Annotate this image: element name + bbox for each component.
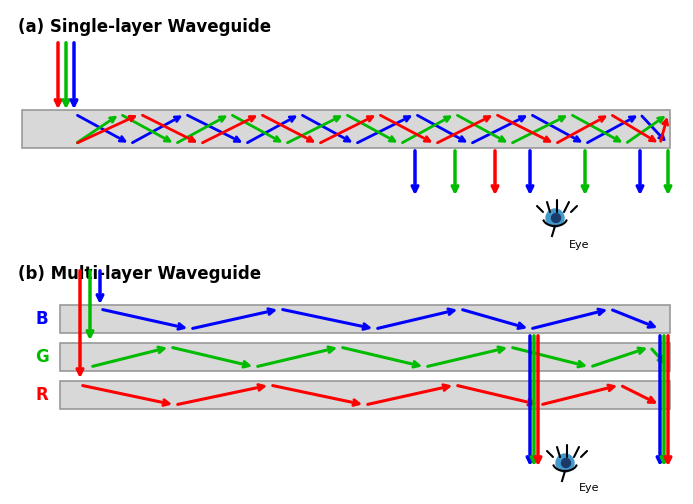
Bar: [60, 305, 670, 333]
Text: Eye: Eye: [579, 483, 599, 493]
Circle shape: [561, 459, 570, 468]
Text: G: G: [35, 348, 49, 366]
Bar: [60, 343, 670, 371]
Circle shape: [552, 214, 561, 222]
Text: Eye: Eye: [569, 240, 590, 250]
Bar: [60, 381, 670, 409]
Circle shape: [546, 209, 564, 227]
Text: (a) Single-layer Waveguide: (a) Single-layer Waveguide: [18, 18, 271, 36]
Text: (b) Multi-layer Waveguide: (b) Multi-layer Waveguide: [18, 265, 261, 283]
Circle shape: [556, 454, 574, 472]
Text: R: R: [35, 386, 49, 404]
Text: B: B: [35, 310, 49, 328]
Bar: [22, 110, 670, 148]
